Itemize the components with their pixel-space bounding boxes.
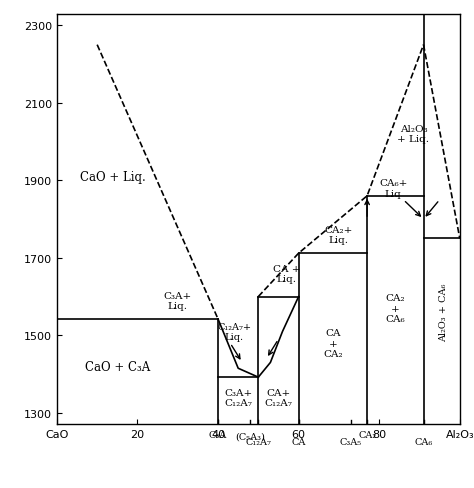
Text: CaO + C₃A: CaO + C₃A [85, 360, 150, 373]
Text: C₁₂A₇+
Liq.: C₁₂A₇+ Liq. [217, 322, 251, 342]
Text: C₃A: C₃A [209, 430, 227, 439]
Text: CA: CA [292, 437, 306, 446]
Text: CA +
Liq.: CA + Liq. [273, 264, 301, 284]
Text: C₃A₅: C₃A₅ [340, 437, 362, 446]
Text: Al₂O₃
+ Liq.: Al₂O₃ + Liq. [397, 125, 429, 144]
Text: CA₆+
Liq: CA₆+ Liq [379, 179, 408, 198]
Text: (C₅A₃): (C₅A₃) [235, 431, 265, 441]
Text: CA
+
CA₂: CA + CA₂ [323, 328, 343, 358]
Text: CaO + Liq.: CaO + Liq. [81, 171, 146, 183]
Text: CA+
C₁₂A₇: CA+ C₁₂A₇ [264, 388, 292, 407]
Text: CA₂: CA₂ [358, 430, 376, 439]
Text: C₃A+
C₁₂A₇: C₃A+ C₁₂A₇ [224, 388, 252, 407]
Text: CA₂
+
CA₆: CA₂ + CA₆ [385, 294, 405, 324]
Text: C₃A+
Liq.: C₃A+ Liq. [164, 291, 192, 310]
Text: CA₆: CA₆ [414, 437, 433, 446]
Text: C₁₂A₇: C₁₂A₇ [246, 437, 271, 446]
Text: Al₂O₃ + CA₆: Al₂O₃ + CA₆ [439, 283, 448, 342]
Text: CA₂+
Liq.: CA₂+ Liq. [325, 225, 353, 245]
